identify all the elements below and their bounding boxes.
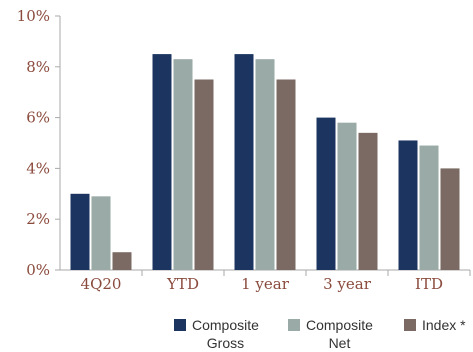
bar-composite-gross-3-year: [316, 117, 336, 270]
legend-label-line1: Index *: [422, 317, 466, 333]
x-tick-label: ITD: [415, 275, 443, 293]
x-tick-label: 1 year: [241, 275, 290, 293]
legend-label-composite-net: Composite Net: [306, 316, 373, 352]
y-tick-label: 6%: [26, 109, 50, 127]
y-tick-label: 8%: [26, 58, 50, 76]
legend-label-line2: Net: [328, 335, 351, 351]
legend: Composite Gross Composite Net Index *: [168, 316, 473, 352]
legend-label-line2: Gross: [206, 335, 245, 351]
bar-composite-gross-4q20: [70, 193, 90, 270]
legend-label-line1: Composite: [192, 317, 259, 333]
legend-swatch-composite-gross: [174, 319, 186, 331]
y-tick-label: 4%: [26, 159, 50, 177]
bar-index-4q20: [112, 252, 132, 270]
bar-composite-net-ytd: [173, 59, 193, 271]
y-tick-label: 0%: [26, 261, 50, 279]
bar-index-3-year: [358, 132, 378, 270]
legend-label-line1: Composite: [306, 317, 373, 333]
legend-label-composite-gross: Composite Gross: [192, 316, 259, 352]
bar-index-1-year: [276, 79, 296, 270]
bars: [70, 54, 460, 271]
bar-index-ytd: [194, 79, 214, 270]
x-axis: 4Q20 YTD 1 year 3 year ITD: [60, 269, 471, 293]
y-axis: 0% 2% 4% 6% 8% 10%: [17, 7, 61, 279]
x-tick-label: 3 year: [323, 275, 372, 293]
bar-composite-gross-1-year: [234, 54, 254, 270]
bar-chart: 0% 2% 4% 6% 8% 10% 4Q20 YTD 1 year 3 year ITD: [17, 7, 471, 293]
y-tick-label: 10%: [17, 7, 50, 25]
bar-composite-net-3-year: [337, 122, 357, 271]
bar-composite-net-1-year: [255, 59, 275, 271]
legend-swatch-index: [404, 319, 416, 331]
bar-composite-net-4q20: [91, 196, 111, 270]
legend-label-index: Index *: [422, 316, 466, 334]
bar-composite-gross-itd: [398, 140, 418, 270]
bar-index-itd: [440, 168, 460, 270]
y-tick-label: 2%: [26, 210, 50, 228]
bar-composite-net-itd: [419, 145, 439, 270]
x-tick-label: YTD: [166, 275, 199, 293]
legend-swatch-composite-net: [288, 319, 300, 331]
x-tick-label: 4Q20: [81, 275, 122, 293]
bar-composite-gross-ytd: [152, 54, 172, 270]
